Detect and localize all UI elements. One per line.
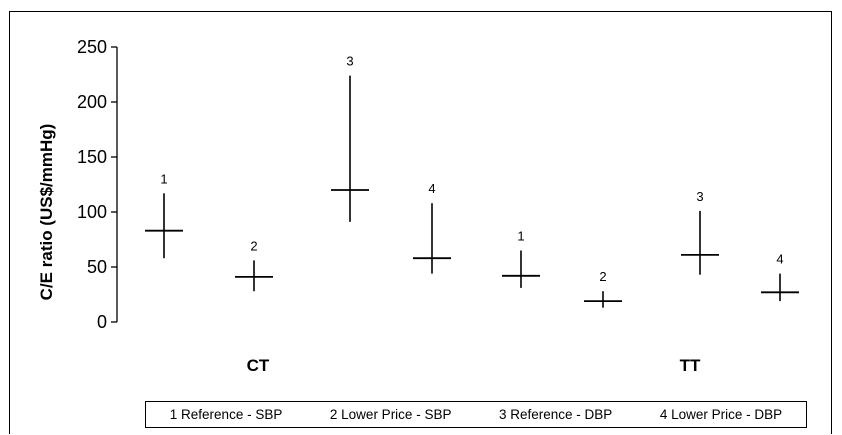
legend-item-2: 2 Lower Price - SBP: [329, 407, 452, 422]
series-number-label: 1: [517, 229, 524, 244]
series-number-label: 3: [696, 189, 703, 204]
high-low-mark: 1: [145, 171, 183, 259]
series-number-label: 1: [160, 171, 167, 186]
y-tick-label: 0: [97, 312, 107, 332]
chart-frame: [9, 11, 832, 434]
legend-item-4: 4 Lower Price - DBP: [659, 407, 783, 422]
y-axis-label: C/E ratio (US$/mmHg): [37, 124, 56, 301]
high-low-mark: 3: [331, 54, 369, 222]
group-label-tt: TT: [680, 356, 701, 375]
high-low-mark: 4: [761, 252, 799, 302]
series-number-label: 2: [599, 269, 606, 284]
legend-item-1: 1 Reference - SBP: [169, 407, 283, 422]
chart-marks: 1 2 3 4 1 2 3 4: [145, 54, 799, 308]
high-low-mark: 1: [502, 229, 540, 288]
legend: 1 Reference - SBP 2 Lower Price - SBP 3 …: [145, 401, 807, 428]
series-number-label: 2: [250, 238, 257, 253]
y-tick-label: 150: [77, 147, 107, 167]
high-low-mark: 2: [235, 238, 273, 292]
high-low-mark: 3: [681, 189, 719, 275]
high-low-mark: 4: [413, 181, 451, 274]
chart-plot: 0 50 100 150 200 250 1 2 3 4 1 2 3 4 C/E ratio (US$/…: [37, 37, 799, 375]
legend-item-3: 3 Reference - DBP: [499, 407, 613, 422]
series-number-label: 3: [346, 54, 353, 69]
y-axis: 0 50 100 150 200 250: [77, 37, 118, 332]
y-tick-label: 50: [87, 257, 107, 277]
y-tick-label: 100: [77, 202, 107, 222]
y-tick-label: 250: [77, 37, 107, 57]
high-low-mark: 2: [584, 269, 622, 308]
group-label-ct: CT: [247, 356, 270, 375]
y-tick-label: 200: [77, 92, 107, 112]
series-number-label: 4: [428, 181, 435, 196]
series-number-label: 4: [776, 252, 783, 267]
